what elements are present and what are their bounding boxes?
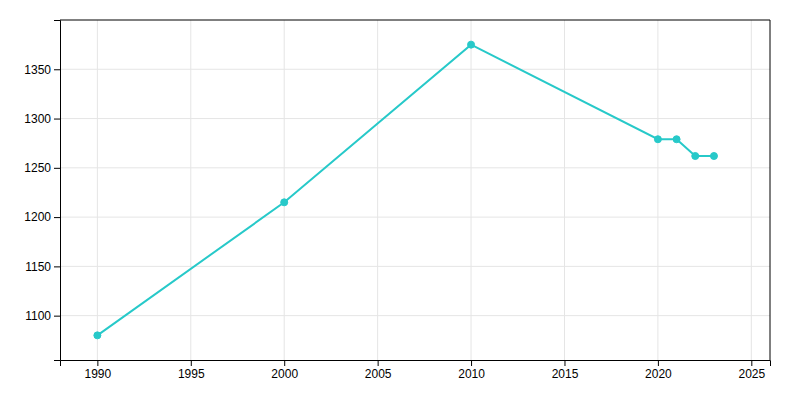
chart-svg: 1990 1995 2000 2005 2010 2015 2020 2025 1100 1150… — [0, 0, 800, 400]
grid-line-y — [60, 266, 770, 267]
grid-line-x — [97, 20, 98, 360]
x-axis-line — [61, 361, 771, 367]
y-axis-tick: 1150 — [25, 260, 60, 274]
y-axis-tick-label: 1350 — [24, 63, 51, 77]
x-axis-tick: 2005 — [365, 360, 392, 381]
grid-line-x — [284, 20, 285, 360]
x-axis-tick-label: 1995 — [178, 367, 205, 381]
grid-line-x — [564, 20, 565, 360]
x-axis-tick-mark — [658, 360, 659, 366]
line — [97, 45, 714, 336]
grid-line-x — [471, 20, 472, 360]
grid-line-x — [657, 20, 658, 360]
x-axis-tick: 2010 — [458, 360, 485, 381]
grid-line-y — [60, 118, 770, 119]
x-axis-tick-label: 1990 — [85, 367, 112, 381]
point — [692, 153, 699, 160]
grid-line-y — [60, 217, 770, 218]
x-axis-tick: 1990 — [85, 360, 112, 381]
x-axis-tick-label: 2020 — [645, 367, 672, 381]
x-axis-tick-mark — [564, 360, 565, 366]
x-axis-tick-label: 2025 — [738, 367, 765, 381]
y-axis-tick-mark — [54, 217, 60, 218]
x-axis: 1990 1995 2000 2005 2010 2015 2020 2025 — [61, 360, 771, 381]
x-axis-tick-mark — [97, 360, 98, 366]
y-axis-tick-label: 1250 — [24, 161, 51, 175]
plot-area: 1990 1995 2000 2005 2010 2015 2020 2025 1100 1150… — [24, 20, 770, 381]
grid-line-y — [60, 167, 770, 168]
grid — [60, 20, 770, 360]
point — [281, 199, 288, 206]
x-axis-tick-mark — [191, 360, 192, 366]
point — [710, 153, 717, 160]
point — [654, 136, 661, 143]
x-axis-tick: 2015 — [552, 360, 579, 381]
y-axis-tick: 1200 — [24, 210, 60, 224]
x-axis-tick-label: 2005 — [365, 367, 392, 381]
grid-line-x — [377, 20, 378, 360]
x-axis-tick-label: 2000 — [271, 367, 298, 381]
point — [94, 332, 101, 339]
chart-container: 1990 1995 2000 2005 2010 2015 2020 2025 1100 1150… — [0, 0, 800, 400]
x-axis-tick: 1995 — [178, 360, 205, 381]
x-axis-tick-mark — [284, 360, 285, 366]
y-axis-tick: 1300 — [24, 112, 60, 126]
x-axis-tick: 2000 — [271, 360, 298, 381]
x-axis-tick-label: 2015 — [552, 367, 579, 381]
frame-right — [770, 20, 771, 360]
x-axis-tick: 2020 — [645, 360, 672, 381]
y-axis-tick-mark — [54, 69, 60, 70]
y-axis-tick-label: 1150 — [25, 260, 51, 274]
grid-line-y — [60, 315, 770, 316]
x-axis-tick-mark — [471, 360, 472, 366]
frame-top — [60, 20, 770, 21]
grid-line-x — [190, 20, 191, 360]
point — [673, 136, 680, 143]
x-axis-tick: 2025 — [738, 360, 765, 381]
y-axis-tick: 1100 — [25, 309, 60, 323]
point — [468, 41, 475, 48]
series — [94, 41, 718, 339]
y-axis-tick-label: 1200 — [24, 210, 51, 224]
y-axis-line — [54, 21, 61, 361]
x-axis-tick-mark — [751, 360, 752, 366]
y-axis-tick-mark — [54, 266, 60, 267]
grid-line-y — [60, 69, 770, 70]
x-axis-tick-label: 2010 — [458, 367, 485, 381]
y-axis-tick: 1350 — [24, 63, 60, 77]
y-axis-tick: 1250 — [24, 161, 60, 175]
y-axis-tick-label: 1100 — [25, 309, 51, 323]
y-axis-tick-mark — [54, 168, 60, 169]
y-axis-tick-label: 1300 — [24, 112, 51, 126]
grid-line-x — [751, 20, 752, 360]
x-axis-tick-mark — [378, 360, 379, 366]
y-axis-tick-mark — [54, 119, 60, 120]
y-axis: 1100 1150 1200 1250 1300 1350 — [24, 21, 60, 361]
y-axis-tick-mark — [54, 316, 60, 317]
